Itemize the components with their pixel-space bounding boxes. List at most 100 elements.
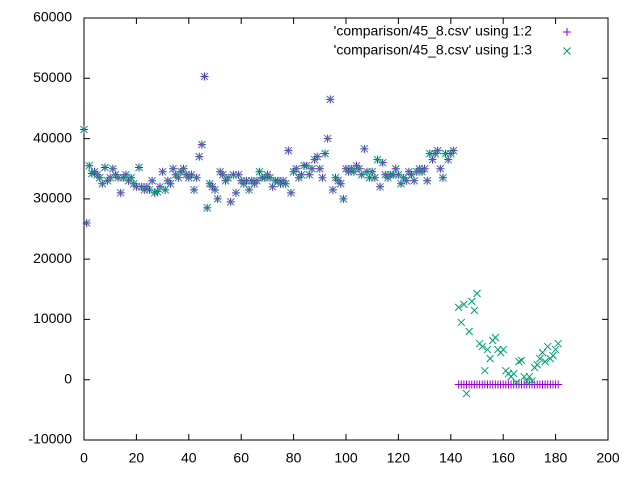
point [156,182,164,191]
point [515,357,523,366]
point [258,173,267,182]
point [423,176,432,185]
point [169,164,177,173]
point [200,72,209,81]
point [543,342,552,351]
point [82,219,91,227]
y-tick-label: 60000 [33,9,72,25]
point [150,188,159,197]
point [153,187,162,196]
point [300,161,308,170]
point [470,306,479,315]
x-tick-label: 120 [387,450,411,466]
point [407,170,416,179]
point [329,185,337,194]
point [402,176,411,185]
point [376,182,384,191]
point [554,380,563,389]
point [373,155,382,164]
point [410,176,418,185]
x-tick-label: 180 [544,450,568,466]
point [127,173,136,182]
x-tick-label: 160 [492,450,516,466]
point [174,173,183,182]
point [302,161,311,170]
point [195,152,204,161]
legend-marker [563,28,571,36]
point [190,185,198,194]
point [287,188,295,197]
point [462,389,471,398]
point [166,179,175,188]
legend-label: 'comparison/45_8.csv' using 1:2 [334,23,533,39]
point [95,173,104,182]
point [135,163,143,172]
point [509,369,518,378]
point [444,155,453,164]
point [85,161,94,170]
y-tick-label: 50000 [33,69,72,85]
point [106,173,115,182]
x-tick-label: 80 [286,450,302,466]
point [428,155,437,164]
point [538,348,547,357]
point [457,318,466,327]
point [368,167,377,176]
point [397,179,405,188]
point [454,303,463,312]
point [439,173,447,182]
point [357,170,366,179]
x-tick-label: 40 [181,450,197,466]
point [355,164,363,173]
point [318,173,327,182]
x-tick-label: 60 [233,450,249,466]
x-tick-label: 20 [129,450,145,466]
point [525,372,534,381]
point [339,195,348,203]
point [253,176,261,185]
point [517,356,526,365]
legend-marker [563,47,571,55]
point [460,300,468,309]
point [281,179,290,188]
y-tick-label: -10000 [28,431,72,447]
x-tick-label: 100 [334,450,358,466]
x-tick-label: 0 [80,450,88,466]
point [386,170,395,179]
point [394,170,403,179]
point [436,164,445,173]
point [266,173,274,182]
point [268,182,277,191]
y-tick-label: 10000 [33,310,72,326]
point [292,164,301,173]
point [483,345,492,354]
point [350,167,358,176]
point [179,164,188,173]
point [203,204,211,212]
point [313,152,322,161]
point [433,146,442,155]
point [224,173,232,182]
point [378,158,387,167]
y-tick-label: 0 [64,370,72,386]
point [512,378,521,387]
point [297,170,306,179]
point [336,179,345,188]
point [481,366,489,375]
point [473,289,481,298]
y-tick-label: 30000 [33,190,72,206]
point [536,354,544,363]
point [211,185,219,194]
point [108,164,117,173]
point [245,185,253,194]
point [226,198,235,206]
point [420,164,429,173]
point [491,333,500,342]
point [315,164,324,173]
point [116,188,125,197]
point [549,351,557,360]
point [98,179,107,188]
point [360,144,369,153]
point [255,167,264,176]
